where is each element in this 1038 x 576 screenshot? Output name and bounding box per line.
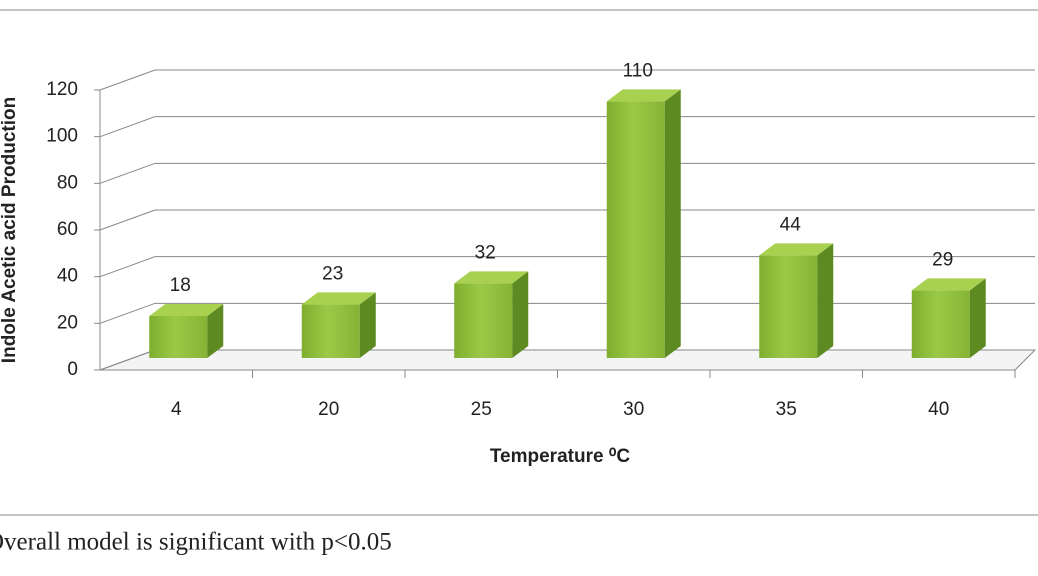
bar	[454, 271, 529, 358]
x-tick-label: 30	[623, 399, 644, 420]
bar-side	[207, 304, 224, 358]
x-tick-label: 35	[776, 399, 797, 420]
x-tick-label: 4	[171, 399, 182, 420]
y-tick-label: 100	[46, 126, 78, 147]
x-tick-label: 25	[471, 399, 492, 420]
y-tick-label: 120	[46, 79, 78, 100]
grid-line	[99, 162, 1035, 184]
x-tick-label: 40	[928, 399, 949, 420]
bar-side	[817, 243, 834, 358]
bar-top	[149, 304, 224, 316]
value-label: 110	[623, 60, 653, 81]
bar-front	[301, 304, 360, 358]
bar-side	[969, 278, 986, 358]
bar-front	[606, 101, 665, 358]
bar-side	[664, 89, 681, 358]
value-label: 23	[322, 263, 343, 284]
bar	[606, 89, 681, 358]
y-tick-label: 20	[57, 312, 78, 333]
grid-line	[99, 302, 1035, 324]
bar-side	[512, 271, 529, 358]
bar	[301, 292, 376, 358]
bar	[149, 304, 224, 358]
grid-line	[99, 209, 1035, 231]
floor	[99, 349, 1037, 371]
bar-top	[301, 292, 376, 305]
bar-front	[759, 255, 818, 358]
y-tick-label: 60	[57, 219, 78, 240]
x-tick-label: 20	[318, 399, 339, 420]
y-tick-label: 80	[57, 172, 78, 193]
bar-top	[606, 89, 681, 102]
bar-top	[454, 271, 529, 284]
y-axis-title: Indole Acetic acid Production	[0, 97, 20, 363]
grid-line	[99, 69, 1035, 91]
bar-front	[454, 283, 513, 358]
bar-top	[759, 243, 834, 256]
value-label: 32	[475, 242, 496, 263]
footnote: Overall model is significant with p<0.05	[0, 529, 392, 556]
bar-top	[911, 278, 986, 291]
bar-front	[911, 290, 970, 358]
y-tick-label: 0	[67, 359, 78, 380]
bar	[911, 278, 986, 358]
x-axis-title: Temperature ⁰C	[490, 446, 631, 467]
bar	[759, 243, 834, 358]
value-label: 29	[932, 249, 953, 270]
value-label: 44	[780, 214, 802, 235]
grid-line	[99, 256, 1035, 278]
grid-line	[99, 116, 1035, 138]
bar-side	[359, 292, 376, 358]
bar-front	[149, 316, 208, 358]
value-label: 18	[170, 275, 191, 296]
y-tick-label: 40	[57, 266, 78, 287]
